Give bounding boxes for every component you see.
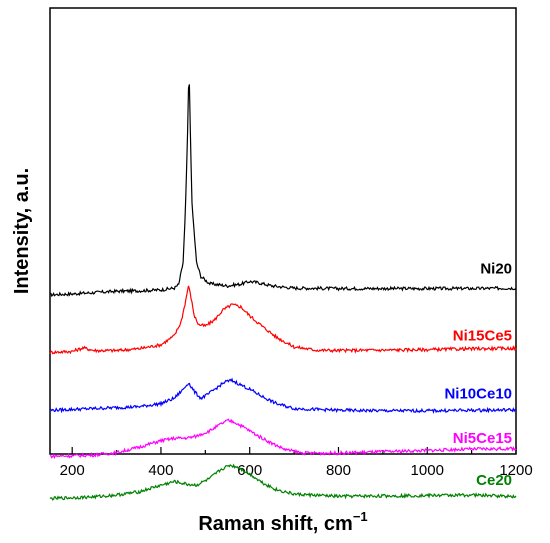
plot-frame <box>49 7 517 455</box>
x-tick-label: 200 <box>60 462 85 479</box>
series-label-ni20: Ni20 <box>480 260 512 277</box>
x-axis-title-superscript: −1 <box>353 509 368 524</box>
series-line-ni20 <box>49 84 517 298</box>
series-lines <box>49 84 517 501</box>
series-line-ni5ce15 <box>49 418 517 460</box>
x-axis-ticks: 200 400 600 800 1000 1200 <box>60 447 533 479</box>
x-tick-label: 1200 <box>499 462 532 479</box>
series-labels: Ni20 Ni15Ce5 Ni10Ce10 Ni5Ce15 Ce20 <box>444 260 512 489</box>
x-tick-label: 400 <box>148 462 173 479</box>
series-label-ni5ce15: Ni5Ce15 <box>453 430 512 447</box>
series-label-ce20: Ce20 <box>476 472 512 489</box>
x-axis-title: Raman shift, cm−1 <box>198 509 367 535</box>
x-tick-label: 600 <box>237 462 262 479</box>
x-tick-label: 800 <box>326 462 351 479</box>
x-axis-title-text: Raman shift, cm <box>198 513 352 535</box>
series-line-ni10ce10 <box>49 377 517 414</box>
series-label-ni10ce10: Ni10Ce10 <box>444 385 512 402</box>
y-axis-title: Intensity, a.u. <box>11 168 33 294</box>
series-line-ni15ce5 <box>49 285 517 355</box>
series-label-ni15ce5: Ni15Ce5 <box>453 327 512 344</box>
x-tick-label: 1000 <box>411 462 444 479</box>
series-line-ce20 <box>49 463 517 501</box>
